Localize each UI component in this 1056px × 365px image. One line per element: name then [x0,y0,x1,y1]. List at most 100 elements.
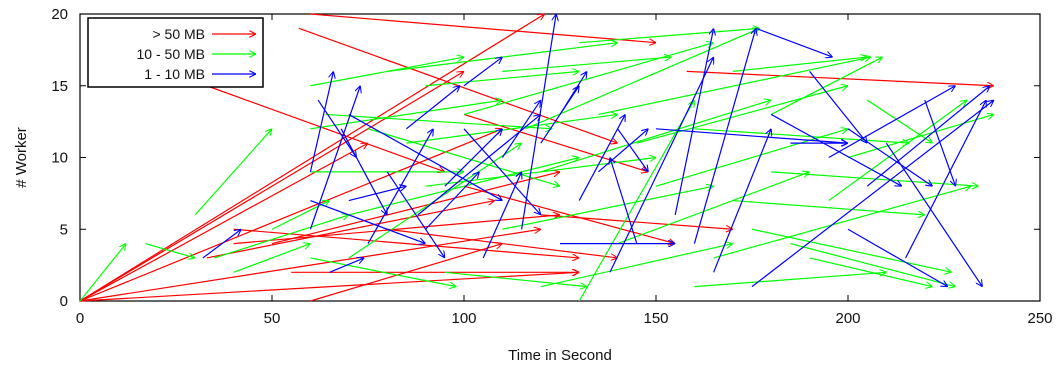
transfer-arrow [609,57,714,273]
transfer-arrow [367,129,433,244]
transfer-arrow [79,244,126,302]
y-tick-label: 20 [51,6,68,23]
transfer-arrow [636,86,848,144]
transfer-arrow [617,128,649,172]
transfer-arrow [502,186,713,230]
transfer-arrow [713,129,772,273]
legend-box [87,17,264,88]
transfer-arrow [348,158,579,216]
legend: > 50 MB 10 - 50 MB 1 - 10 MB [87,17,264,88]
transfer-arrow [809,257,933,287]
y-axis-title: # Worker [13,127,30,188]
transfer-arrow [770,113,902,186]
transfer-arrow [386,171,445,258]
transfer-arrow [310,13,656,43]
transfer-arrow [329,258,365,273]
transfer-arrow [214,215,348,259]
transfer-arrow [406,114,617,144]
transfer-arrow [425,172,480,230]
y-tick-label: 0 [60,293,68,310]
x-tick-label: 200 [835,310,860,327]
transfer-arrow [233,244,311,273]
transfer-arrow [463,43,714,116]
transfer-arrow [202,229,241,259]
transfer-arrow [713,186,971,259]
transfer-arrow [847,128,932,186]
transfer-arrow [444,129,503,187]
series-2 [202,14,994,288]
transfer-arrow [751,100,994,288]
transfer-arrow [579,28,759,44]
legend-label: 1 - 10 MB [144,66,205,82]
transfer-arrow [617,172,810,245]
transfer-arrow [79,143,368,302]
transfer-arrow [406,86,460,130]
x-tick-label: 250 [1027,310,1052,327]
transfer-arrow [674,28,713,216]
transfer-arrow [367,128,560,186]
transfer-arrow [463,185,675,243]
transfer-arrow [233,215,560,245]
transfer-arrow [309,71,333,172]
x-tick-label: 150 [643,310,668,327]
transfer-arrow [828,86,956,159]
transfer-arrow [271,172,560,245]
transfer-arrow [502,57,671,72]
transfer-arrow [655,129,848,187]
transfer-arrow [790,243,955,287]
transfer-arrow [924,99,956,186]
transfer-arrow [501,100,540,158]
plot-area [79,13,994,302]
transfer-arrow [79,71,464,302]
transfer-arrow [732,57,867,72]
transfer-arrow [79,229,541,302]
transfer-arrow [540,214,733,229]
transfer-arrow [655,128,848,143]
transfer-arrow [866,86,990,187]
transfer-arrow [444,271,587,286]
transfer-arrow [885,142,982,287]
transfer-arrow [693,28,755,244]
y-tick-label: 15 [51,78,68,95]
transfer-arrow [463,128,541,215]
transfer-arrow [755,27,833,57]
transfer-arrow [325,113,553,128]
transfer-arrow [317,99,356,157]
x-tick-label: 0 [76,310,84,327]
transfer-arrow [694,272,886,288]
transfer-arrow [578,100,694,302]
transfer-arrow [598,57,871,116]
x-axis-title: Time in Second [508,347,612,364]
transfer-arrow [206,85,445,172]
transfer-arrow [770,57,882,115]
transfer-arrow [145,243,195,258]
transfer-arrow [828,100,967,202]
transfer-arrow [847,228,948,286]
transfer-arrow [751,228,952,272]
transfer-arrow [340,128,387,215]
transfer-arrow [905,100,987,259]
transfer-arrow [809,71,868,143]
transfer-arrow [732,199,925,215]
transfer-arrow [310,100,502,130]
transfer-arrow [309,86,360,230]
transfer-arrow [417,114,541,216]
transfer-arrow [425,71,580,87]
transfer-arrow [540,100,771,173]
transfer-arrow [540,244,733,288]
transfer-arrow [194,129,272,216]
x-tick-label: 50 [264,310,281,327]
transfer-arrow [271,200,330,230]
transfer-arrow [310,199,425,244]
transfer-arrow [79,272,579,302]
transfer-arrow [525,28,759,130]
legend-label: > 50 MB [152,26,205,42]
transfer-arrow [310,257,456,287]
legend-label: 10 - 50 MB [137,46,205,62]
transfer-arrow [521,14,557,230]
transfer-arrow [348,113,503,200]
transfer-arrow [771,171,978,186]
transfer-arrow [610,158,638,244]
transfer-arrow [348,186,407,202]
